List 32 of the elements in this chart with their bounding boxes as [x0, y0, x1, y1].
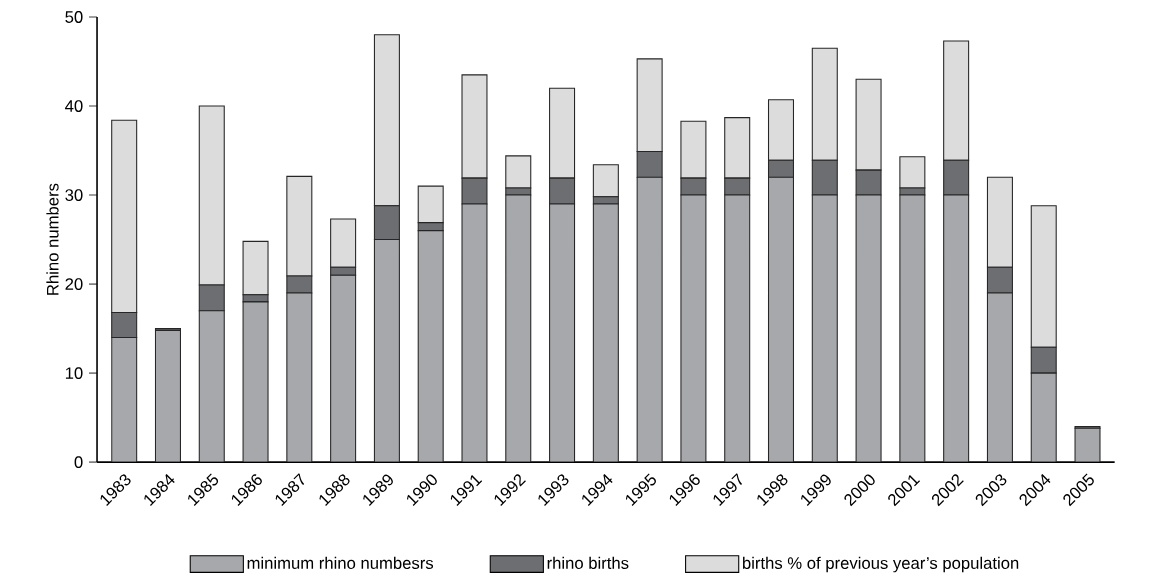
bar	[592, 203, 619, 463]
bar	[1030, 372, 1057, 463]
y-tick-label: 20	[65, 278, 83, 290]
bar	[461, 203, 488, 463]
bar	[943, 194, 970, 463]
bar	[811, 194, 838, 463]
y-axis-title: Rhino numbers	[46, 183, 59, 295]
bar	[111, 336, 138, 463]
bar	[373, 238, 400, 463]
y-tick-label: 0	[74, 456, 83, 468]
bar	[724, 194, 751, 463]
bar	[242, 301, 269, 463]
bar	[154, 329, 181, 463]
bar	[417, 230, 444, 463]
bar	[636, 176, 663, 463]
y-tick-label: 30	[65, 189, 83, 201]
bar	[986, 292, 1013, 463]
legend-label: births % of previous year’s population	[742, 556, 1019, 573]
bar	[286, 292, 313, 463]
bar	[549, 203, 576, 463]
bar	[198, 310, 225, 463]
legend-label: rhino births	[547, 556, 629, 569]
y-tick-label: 10	[65, 367, 83, 379]
legend-label: minimum rhino numbesrs	[247, 556, 434, 569]
bar	[505, 194, 532, 463]
bar	[680, 194, 707, 463]
bar	[899, 194, 926, 463]
bar	[767, 176, 795, 463]
y-tick-label: 50	[65, 11, 83, 23]
bar	[330, 274, 357, 463]
bar	[855, 194, 882, 463]
y-tick-label: 40	[65, 100, 83, 112]
